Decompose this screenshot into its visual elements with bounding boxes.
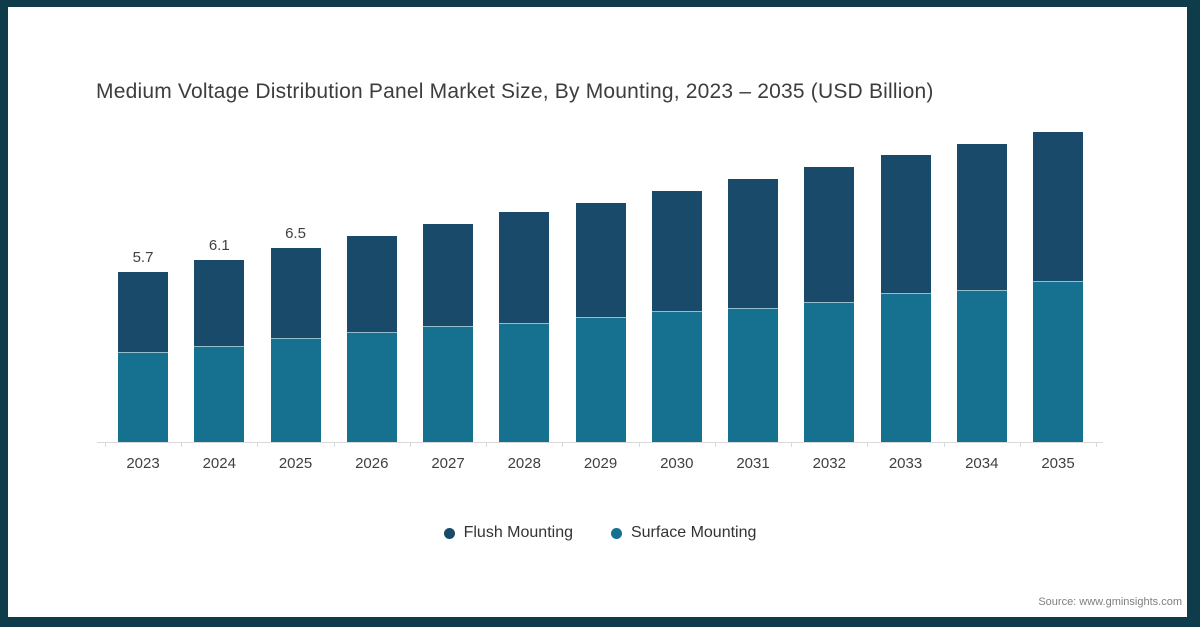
x-axis-label-2026: 2026	[355, 455, 389, 472]
chart-title: Medium Voltage Distribution Panel Market…	[96, 80, 934, 103]
bar-segment-flush-mounting	[194, 259, 245, 347]
plot-area: 5.7 2023 6.1 2024 6.5 2025 2026 2027 2028 2029 203…	[97, 110, 1103, 472]
x-axis-label-2033: 2033	[888, 455, 923, 472]
legend-item-surface-mounting: Surface Mounting	[610, 524, 757, 542]
bar-segment-flush-mounting	[423, 224, 473, 326]
stacked-bar-2034	[956, 143, 1007, 443]
bar-segment-flush-mounting	[270, 247, 321, 338]
stacked-bar-2035	[1033, 131, 1083, 442]
bar-slot-2033	[880, 125, 931, 442]
legend-swatch-icon	[443, 527, 455, 539]
x-axis-tick	[1096, 443, 1098, 447]
bar-value-label: 5.7	[132, 248, 154, 266]
x-axis-label-2034: 2034	[965, 455, 999, 472]
bar-segment-surface-mounting	[346, 331, 397, 442]
x-axis-label-2023: 2023	[126, 455, 160, 472]
bar-slot-2030	[651, 161, 702, 442]
x-axis-tick	[257, 443, 259, 447]
legend-label: Flush Mounting	[463, 524, 573, 541]
x-axis-label-2030: 2030	[660, 455, 694, 472]
bar-segment-surface-mounting	[575, 316, 626, 442]
bar-value-label: 6.5	[285, 224, 306, 242]
bar-segment-flush-mounting	[346, 236, 397, 332]
bar-segment-surface-mounting	[270, 337, 321, 442]
x-axis-tick	[714, 443, 716, 447]
bar-segment-surface-mounting	[728, 307, 778, 442]
legend: Flush Mounting Surface Mounting	[0, 524, 1200, 542]
x-axis-tick	[181, 443, 183, 447]
bar-segment-flush-mounting	[575, 203, 626, 317]
bar-slot-2023	[118, 242, 168, 442]
x-axis-tick	[486, 443, 488, 447]
bar-slot-2025	[270, 218, 321, 442]
x-axis-label-2031: 2031	[736, 455, 770, 472]
bar-segment-flush-mounting	[118, 271, 168, 353]
x-axis-label-2032: 2032	[812, 455, 846, 472]
stacked-bar-2029	[575, 203, 626, 442]
bar-segment-flush-mounting	[880, 155, 931, 293]
x-axis-label-2027: 2027	[431, 455, 465, 472]
bar-segment-flush-mounting	[651, 191, 702, 311]
bar-segment-surface-mounting	[956, 289, 1007, 442]
x-axis-tick	[562, 443, 564, 447]
stacked-bar-2032	[804, 167, 855, 442]
x-axis-tick	[943, 443, 945, 447]
bar-segment-flush-mounting	[499, 212, 550, 323]
bar-segment-flush-mounting	[1033, 131, 1083, 281]
x-axis-label-2025: 2025	[278, 455, 313, 472]
stacked-bar-2031	[728, 179, 778, 442]
x-axis-tick	[867, 443, 869, 447]
x-axis-tick	[638, 443, 640, 447]
bar-value-label: 6.1	[208, 236, 230, 254]
bar-segment-surface-mounting	[804, 301, 855, 442]
bar-slot-2032	[804, 137, 855, 442]
bar-slot-2024	[194, 230, 245, 442]
x-axis-tick	[333, 443, 335, 447]
stacked-bar-2023	[118, 271, 168, 442]
bar-slot-2034	[956, 114, 1007, 443]
legend-swatch-icon	[610, 527, 622, 539]
bar-segment-surface-mounting	[499, 322, 550, 442]
x-axis-tick	[791, 443, 793, 447]
bar-slot-2026	[346, 206, 397, 442]
bar-slot-2027	[423, 194, 473, 442]
stacked-bar-2026	[346, 236, 397, 442]
stacked-bar-2027	[423, 224, 473, 442]
bar-slot-2029	[575, 173, 626, 442]
x-axis-line	[97, 442, 1103, 443]
x-axis-label-2035: 2035	[1041, 455, 1075, 472]
source-attribution: Source: www.gminsights.com	[1038, 596, 1182, 608]
stacked-bar-2030	[651, 191, 702, 442]
bar-segment-surface-mounting	[194, 346, 245, 442]
x-axis-label-2024: 2024	[202, 455, 236, 472]
bar-segment-surface-mounting	[880, 292, 931, 442]
bar-slot-2031	[728, 149, 778, 442]
stacked-bar-2024	[194, 259, 245, 442]
stacked-bar-2033	[880, 155, 931, 442]
legend-label: Surface Mounting	[630, 524, 757, 541]
bar-slot-2028	[499, 182, 550, 442]
bar-segment-surface-mounting	[118, 352, 168, 442]
bar-segment-surface-mounting	[651, 310, 702, 442]
x-axis-label-2028: 2028	[507, 455, 541, 472]
bar-segment-flush-mounting	[804, 167, 855, 302]
bar-slot-2035	[1033, 102, 1083, 442]
x-axis-tick	[104, 443, 106, 447]
x-axis-label-2029: 2029	[583, 455, 618, 472]
x-axis-tick	[409, 443, 411, 447]
bar-segment-flush-mounting	[728, 179, 778, 308]
stacked-bar-2028	[499, 212, 550, 442]
bar-segment-surface-mounting	[1033, 280, 1083, 442]
legend-item-flush-mounting: Flush Mounting	[443, 524, 573, 542]
stacked-bar-2025	[270, 247, 321, 442]
bar-segment-surface-mounting	[423, 325, 473, 442]
x-axis-tick	[1019, 443, 1021, 447]
bar-segment-flush-mounting	[956, 143, 1007, 290]
